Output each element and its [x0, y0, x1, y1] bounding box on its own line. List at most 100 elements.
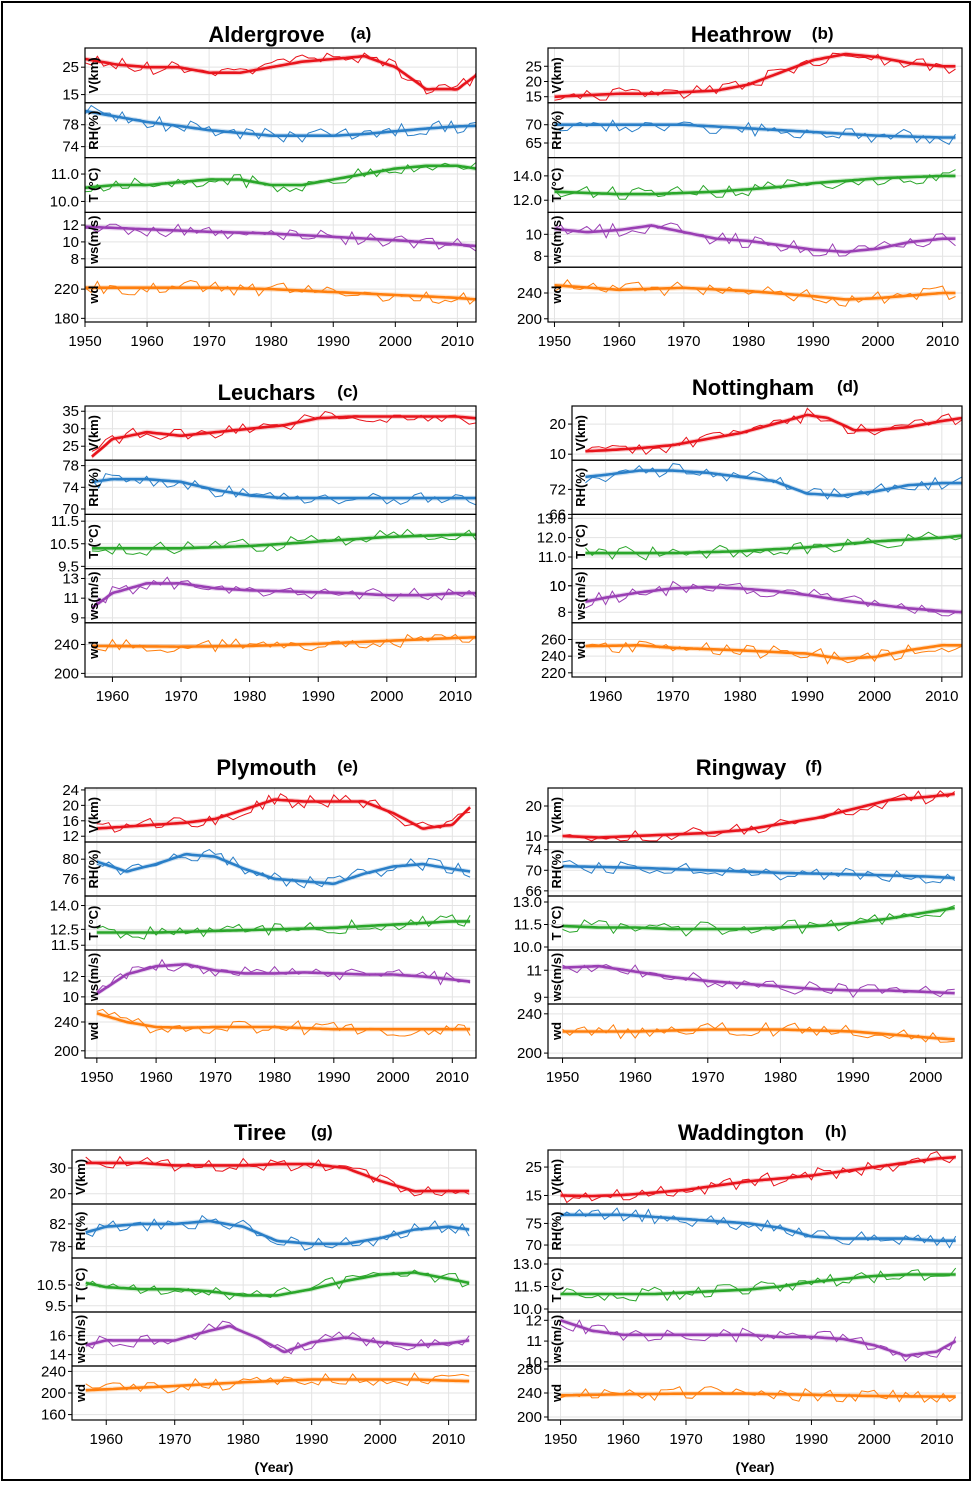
trend-line	[585, 534, 963, 555]
panel-ws: 10 12 ws(m/s)	[62, 949, 477, 1006]
y-tick-label: 65	[525, 135, 542, 152]
x-tick-label: 1970	[199, 1069, 232, 1086]
panel-T: 10.0 11.5 13.0 T (°C)	[513, 1256, 963, 1318]
panel-border	[547, 1003, 963, 1059]
x-tick-label: 2010	[926, 333, 959, 350]
y-tick-label: 9.5	[58, 558, 79, 575]
panel-V: 15 25 V(km)	[525, 1149, 963, 1205]
y-axis-label: RH(%)	[573, 468, 588, 507]
x-tick-label: 1960	[90, 1431, 123, 1448]
trend-line	[585, 469, 962, 497]
trend-line	[554, 284, 956, 301]
panel-RH: 78 82 RH(%)	[49, 1203, 477, 1259]
x-tick-label: 1960	[589, 688, 622, 705]
trend-line	[560, 1392, 956, 1398]
y-tick-label: 70	[525, 862, 542, 879]
y-axis-label: ws(m/s)	[549, 953, 564, 1002]
panel-wd: 200 240 wd	[54, 622, 477, 682]
annual-series	[554, 169, 956, 200]
y-axis-label: V(km)	[73, 1159, 88, 1195]
x-tick-label: 1970	[164, 688, 197, 705]
station-chart-aldergrove: Aldergrove (a) 15 25 V(km) 74 78 RH(%) 10.0 11.0 T…	[50, 22, 477, 350]
y-tick-label: 8	[534, 248, 542, 265]
panel-RH: 74 78 RH(%)	[62, 102, 477, 159]
station-title: Waddington	[678, 1120, 804, 1145]
x-tick-label: 2000	[909, 1069, 942, 1086]
annual-series	[96, 793, 471, 833]
trend-line	[85, 1219, 470, 1246]
panel-border	[84, 513, 477, 570]
confidence-band	[91, 414, 477, 460]
annual-series	[585, 640, 963, 665]
x-tick-label: 1970	[691, 1069, 724, 1086]
y-tick-label: 13.0	[537, 510, 566, 527]
trend-line	[560, 1273, 956, 1296]
y-tick-label: 240	[541, 648, 566, 665]
y-tick-label: 10	[525, 226, 542, 243]
x-tick-label: 1990	[317, 1069, 350, 1086]
annual-series	[585, 531, 963, 561]
panel-wd: 180 220 wd	[54, 266, 477, 327]
x-tick-label: 1990	[795, 1431, 828, 1448]
y-axis-label: V(km)	[549, 1159, 564, 1195]
y-tick-label: 10.5	[37, 1277, 66, 1294]
y-tick-label: 70	[62, 501, 79, 518]
y-tick-label: 260	[541, 631, 566, 648]
y-tick-label: 13.0	[513, 894, 542, 911]
x-tick-label: 1990	[836, 1069, 869, 1086]
y-tick-label: 9.5	[45, 1298, 66, 1315]
panel-border	[84, 787, 477, 843]
confidence-band	[562, 905, 955, 932]
x-tick-label: 1980	[233, 688, 266, 705]
trend-line	[554, 224, 956, 254]
y-tick-label: 74	[62, 479, 79, 496]
y-tick-label: 13.0	[513, 1256, 542, 1273]
trend-line	[84, 225, 477, 248]
y-tick-label: 74	[525, 842, 542, 859]
panel-RH: 76 80 RH(%)	[62, 841, 477, 897]
y-tick-label: 10	[62, 234, 79, 251]
confidence-band	[85, 285, 476, 302]
panel-border	[571, 405, 963, 461]
y-tick-label: 9	[534, 989, 542, 1006]
y-tick-label: 8	[558, 604, 566, 621]
y-tick-label: 13	[62, 570, 79, 587]
panel-T: 10.0 11.5 13.0 T (°C)	[513, 894, 963, 956]
confidence-band	[562, 791, 955, 840]
trend-line	[91, 636, 477, 648]
annual-series	[562, 1021, 955, 1043]
annual-series	[85, 1320, 470, 1355]
y-axis-label: T (°C)	[86, 524, 101, 559]
y-tick-label: 220	[541, 665, 566, 682]
y-tick-label: 16	[49, 1328, 66, 1345]
station-title: Ringway	[696, 755, 787, 780]
annual-series	[562, 905, 955, 937]
y-axis-label: V(km)	[573, 415, 588, 451]
y-tick-label: 11	[526, 962, 542, 979]
annual-series	[585, 407, 963, 456]
y-tick-label: 10	[549, 578, 566, 595]
y-tick-label: 200	[517, 1045, 542, 1062]
y-tick-label: 72	[549, 481, 566, 498]
x-tick-label: 2010	[920, 1431, 953, 1448]
x-tick-label: 2010	[439, 688, 472, 705]
y-tick-label: 240	[54, 636, 79, 653]
y-tick-label: 76	[62, 871, 79, 888]
x-tick-label: 1980	[732, 333, 765, 350]
panel-V: 10 20 V(km)	[549, 405, 963, 463]
y-tick-label: 12	[62, 217, 79, 234]
y-axis-label: V(km)	[549, 57, 564, 93]
station-title: Heathrow	[691, 22, 792, 47]
annual-series	[554, 119, 956, 145]
annual-series	[91, 576, 477, 613]
y-tick-label: 11.5	[514, 917, 542, 934]
annual-series	[85, 1155, 470, 1197]
y-tick-label: 10.0	[513, 939, 542, 956]
y-axis-label: RH(%)	[86, 850, 101, 889]
trend-line	[585, 643, 962, 661]
